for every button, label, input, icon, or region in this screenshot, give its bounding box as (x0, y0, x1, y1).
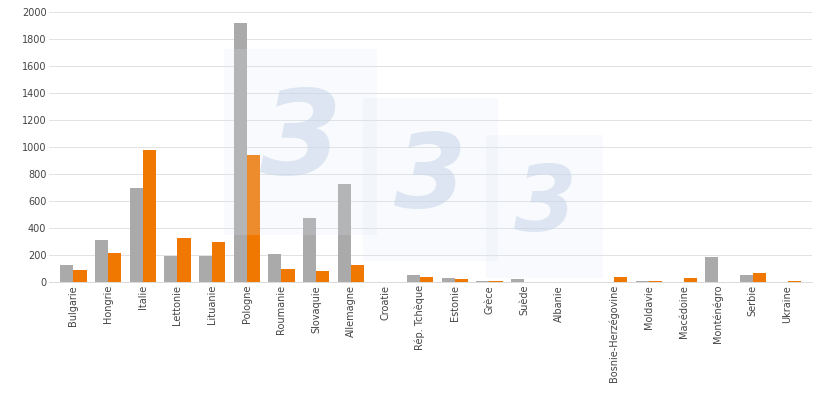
Bar (281, 269, 294, 282)
Bar (337, 183, 351, 282)
Bar (786, 281, 799, 282)
Text: 3: 3 (513, 162, 576, 251)
Bar (233, 23, 247, 282)
Bar (212, 242, 225, 282)
Bar (739, 275, 752, 282)
Bar (683, 278, 696, 282)
Text: 3: 3 (260, 84, 342, 199)
Bar (455, 279, 468, 282)
Bar (406, 275, 419, 282)
Bar (613, 277, 627, 282)
Bar (419, 277, 432, 282)
Bar (95, 240, 108, 282)
Bar (635, 281, 648, 282)
Bar (315, 271, 329, 282)
Bar (129, 188, 143, 282)
Bar (752, 273, 765, 282)
Bar (268, 254, 281, 282)
Bar (510, 279, 523, 282)
Text: 3: 3 (394, 129, 466, 230)
Bar (61, 265, 74, 282)
Bar (704, 257, 717, 282)
Legend: 1S 2023, 1S 2024: 1S 2023, 1S 2024 (344, 400, 516, 403)
Bar (177, 238, 190, 282)
Bar (476, 281, 489, 282)
Bar (648, 281, 661, 282)
Bar (74, 270, 87, 282)
Bar (164, 256, 177, 282)
Bar (108, 253, 121, 282)
Bar (441, 278, 455, 282)
Bar (351, 265, 364, 282)
Bar (199, 256, 212, 282)
Bar (247, 155, 260, 282)
Bar (302, 218, 315, 282)
Bar (489, 281, 502, 282)
Bar (143, 150, 156, 282)
